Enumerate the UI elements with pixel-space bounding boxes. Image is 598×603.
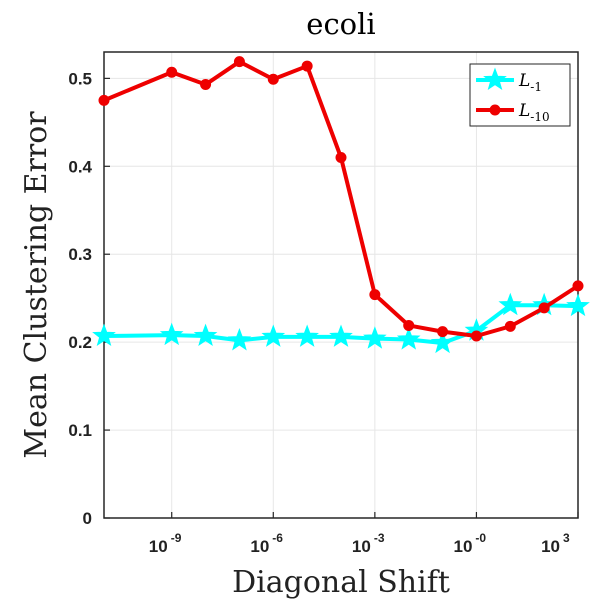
data-point <box>504 320 516 332</box>
legend-item: L-10 <box>476 101 550 124</box>
data-point <box>166 66 178 78</box>
series-line <box>103 59 580 338</box>
data-point <box>227 327 252 351</box>
legend-marker <box>489 104 501 116</box>
chart-title: ecoli <box>306 7 375 41</box>
data-point <box>267 73 279 85</box>
x-tick-exponent: -9 <box>171 531 182 545</box>
x-tick-exponent: -6 <box>272 531 283 545</box>
y-tick-label: 0.2 <box>68 333 92 352</box>
data-point <box>301 60 313 72</box>
x-axis-title: Diagonal Shift <box>232 565 450 600</box>
data-point <box>261 324 286 347</box>
x-tick-base: 10 <box>352 537 371 556</box>
legend-label: L-1 <box>518 71 542 94</box>
x-tick-exponent: -3 <box>374 531 385 545</box>
legend-item: L-1 <box>476 67 542 94</box>
x-tick-label: 10 3 <box>541 531 570 556</box>
data-point <box>233 56 245 68</box>
y-tick-label: 0 <box>83 509 92 528</box>
data-point <box>470 330 482 342</box>
y-tick-label: 0.5 <box>68 69 92 88</box>
series-L-10 <box>98 56 584 342</box>
data-point <box>159 322 184 346</box>
y-axis-title: Mean Clustering Error <box>19 111 54 459</box>
data-point <box>572 280 584 292</box>
legend-marker <box>483 67 507 91</box>
legend: L-1 L-10 <box>469 63 571 127</box>
data-point <box>193 323 218 347</box>
data-point <box>369 289 381 301</box>
data-point <box>430 330 455 354</box>
data-point <box>437 326 449 338</box>
data-point <box>538 302 550 314</box>
legend-label: L-10 <box>518 101 550 124</box>
x-axis-ticks: 10 -9 10 -6 10 -3 10 -0 10 3 <box>149 512 579 556</box>
data-point <box>363 326 387 349</box>
data-point <box>396 327 421 350</box>
series-L-1 <box>92 292 590 354</box>
x-tick-exponent: -0 <box>475 531 486 545</box>
data-point <box>92 323 116 347</box>
x-tick-label: 10 -3 <box>352 531 385 556</box>
data-point <box>498 292 523 316</box>
data-point <box>566 293 590 317</box>
x-tick-label: 10 -6 <box>250 531 283 556</box>
x-tick-base: 10 <box>149 537 168 556</box>
data-point <box>403 319 415 331</box>
x-tick-label: 10 -0 <box>454 531 487 556</box>
x-tick-exponent: 3 <box>563 531 570 545</box>
y-tick-label: 0.3 <box>68 245 92 264</box>
y-tick-label: 0.1 <box>68 421 92 440</box>
x-tick-base: 10 <box>250 537 269 556</box>
y-tick-label: 0.4 <box>68 157 92 176</box>
series-layer <box>92 56 590 354</box>
data-point <box>98 94 110 106</box>
x-tick-base: 10 <box>541 537 560 556</box>
x-tick-base: 10 <box>454 537 473 556</box>
x-tick-label: 10 -9 <box>149 531 182 556</box>
data-point <box>200 79 212 91</box>
data-point <box>335 152 347 164</box>
legend-box <box>469 63 571 127</box>
data-point <box>329 324 353 347</box>
y-axis-ticks: 0 0.1 0.2 0.3 0.4 0.5 <box>68 69 110 528</box>
data-point <box>295 324 319 347</box>
